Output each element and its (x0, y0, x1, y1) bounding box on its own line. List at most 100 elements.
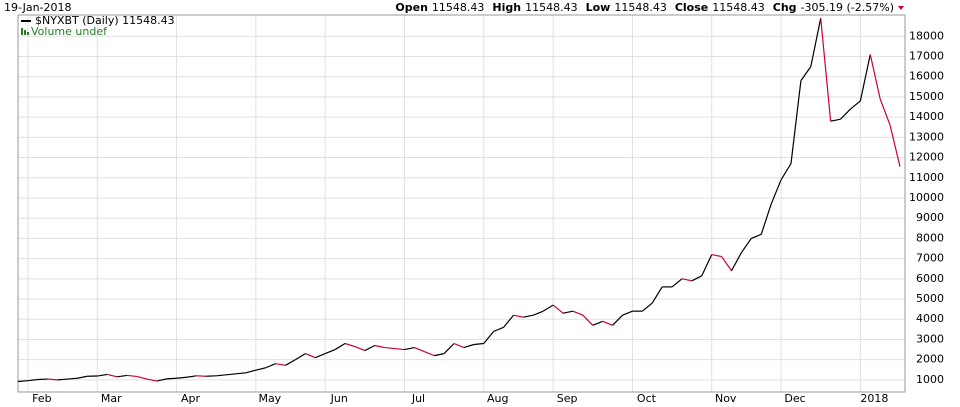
price-segment (582, 314, 594, 326)
grid (18, 15, 905, 392)
plot-frame (17, 14, 906, 393)
price-segment (681, 278, 693, 282)
price-segment (780, 163, 792, 181)
quote-value: 11548.43 (712, 1, 765, 14)
price-segment (711, 253, 722, 258)
price-segment (27, 378, 38, 382)
y-tick-label: 3000 (916, 332, 944, 345)
y-tick-label: 11000 (909, 171, 944, 184)
price-segment (810, 17, 822, 67)
price-segment (117, 374, 128, 378)
price-segment (443, 343, 455, 355)
x-tick-label: Dec (784, 392, 805, 405)
x-tick-label: May (258, 392, 281, 405)
price-segment (612, 314, 623, 326)
price-segment (404, 346, 415, 351)
price-segment (889, 125, 901, 167)
price-segment (255, 367, 266, 371)
x-tick-label: 2018 (860, 392, 888, 405)
x-tick-label: Sep (557, 392, 578, 405)
price-segment (107, 373, 118, 378)
price-segment (740, 238, 752, 253)
price-segment (344, 342, 356, 348)
x-tick-label: Aug (487, 392, 508, 405)
price-segment (374, 344, 385, 349)
volume-label: Volume undef (31, 25, 108, 38)
quote-value: -305.19 (-2.57%) (801, 1, 894, 14)
quote-value: 11548.43 (525, 1, 578, 14)
x-tick-label: Mar (101, 392, 122, 405)
price-segment (859, 54, 871, 102)
price-segment (840, 108, 851, 120)
price-segment (156, 378, 167, 382)
price-segment (562, 310, 574, 314)
price-segment (770, 179, 782, 205)
y-tick-label: 17000 (909, 50, 944, 63)
price-segment (790, 80, 802, 164)
y-tick-label: 15000 (909, 90, 944, 103)
price-segment (57, 378, 68, 381)
price-segment (354, 345, 366, 352)
price-segment (453, 342, 465, 349)
quote-value: 11548.43 (432, 1, 485, 14)
price-segment (216, 374, 227, 377)
price-segment (136, 375, 147, 380)
price-segment (126, 374, 137, 378)
y-tick-label: 9000 (916, 211, 944, 224)
price-segment (671, 278, 683, 288)
price-segment (483, 330, 495, 344)
price-segment (384, 346, 395, 350)
price-segment (751, 233, 762, 239)
y-tick-label: 5000 (916, 292, 944, 305)
price-segment (879, 98, 891, 126)
price-segment (414, 346, 425, 353)
price-segment (47, 378, 58, 381)
price-segment (394, 347, 405, 351)
y-tick-label: 14000 (909, 110, 944, 123)
price-segment (820, 18, 832, 122)
price-segment (513, 314, 524, 318)
price-segment (493, 326, 504, 332)
price-segment (315, 353, 326, 359)
price-segment (424, 351, 435, 357)
x-tick-label: Feb (32, 392, 51, 405)
price-segment (235, 372, 246, 375)
price-segment (226, 373, 237, 376)
price-segment (77, 375, 88, 379)
price-segment (572, 310, 584, 316)
price-segment (542, 304, 554, 312)
price-segment (285, 359, 296, 366)
price-segment (800, 66, 812, 82)
price-segment (473, 342, 484, 346)
price-segment (463, 343, 475, 349)
x-tick-label: Jul (411, 392, 425, 405)
chart-date: 19-Jan-2018 (4, 1, 72, 14)
y-tick-label: 6000 (916, 272, 944, 285)
price-segment (602, 320, 613, 326)
price-segment (364, 344, 376, 352)
legend-entry: $NYXBT (Daily) 11548.43 (35, 14, 175, 27)
y-tick-label: 2000 (916, 353, 944, 366)
price-segment (186, 375, 197, 378)
price-segment (721, 256, 733, 272)
y-tick-label: 4000 (916, 312, 944, 325)
price-segment (17, 380, 28, 383)
quote-label: Chg (773, 1, 797, 14)
price-segment (641, 302, 653, 312)
price-segment (592, 320, 603, 326)
volume-icon (21, 28, 29, 35)
price-segment (434, 353, 445, 357)
price-segment (166, 377, 177, 380)
price-segment (651, 286, 663, 304)
quote-label: Close (675, 1, 708, 14)
price-segment (533, 310, 544, 316)
x-tick-label: Apr (181, 392, 201, 405)
quote-label: Open (395, 1, 428, 14)
price-segment (265, 363, 276, 369)
price-segment (691, 275, 703, 282)
price-segment (523, 314, 534, 318)
price-segment (176, 376, 187, 379)
price-segment (503, 314, 514, 328)
price-segment (850, 100, 861, 110)
y-tick-label: 12000 (909, 151, 944, 164)
